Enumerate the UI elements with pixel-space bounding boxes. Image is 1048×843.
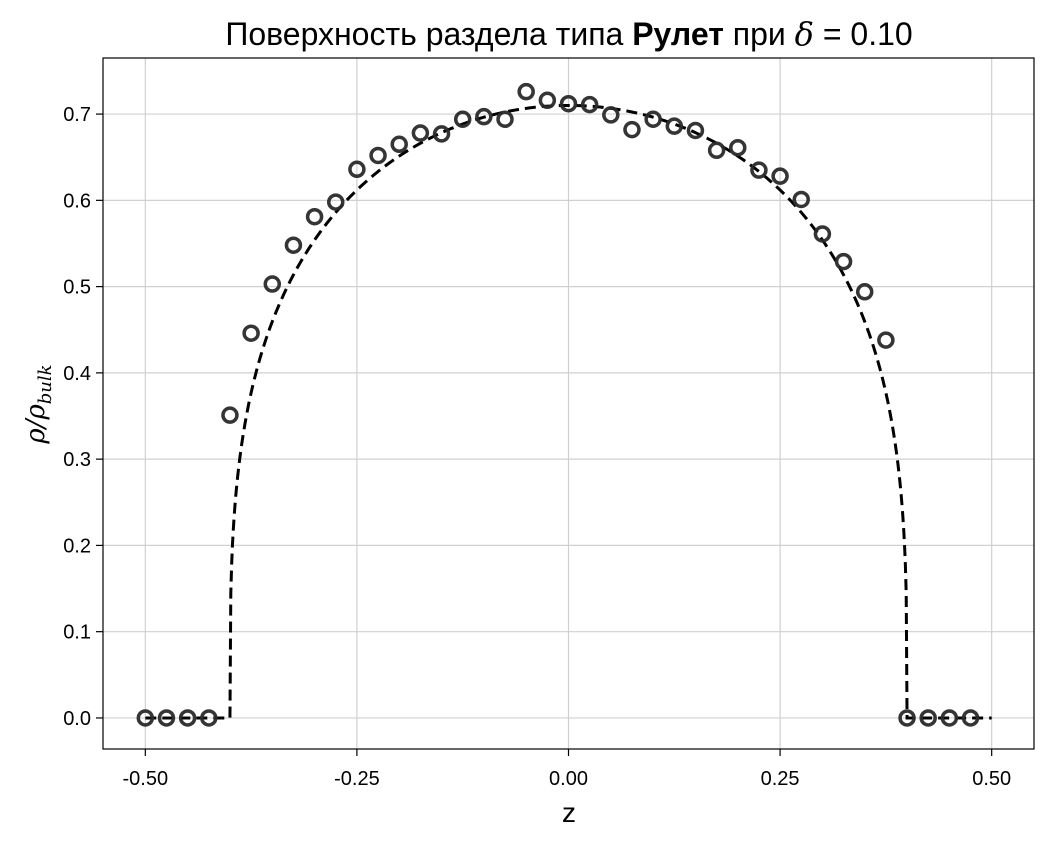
y-tick-label: 0.7 — [63, 104, 91, 126]
data-point — [263, 275, 282, 293]
data-point — [729, 138, 747, 157]
data-point — [750, 161, 768, 179]
data-point — [855, 283, 874, 301]
data-point — [221, 406, 239, 424]
model-curve — [145, 103, 992, 720]
data-point — [623, 120, 641, 139]
grid — [103, 58, 1034, 749]
data-point — [178, 709, 197, 727]
y-axis-label-sub: bulk — [35, 364, 56, 404]
data-point — [580, 95, 599, 114]
data-point — [919, 709, 937, 727]
data-point — [517, 82, 535, 101]
data-point — [157, 709, 176, 727]
title-bold: Рулет — [632, 16, 724, 52]
data-point — [771, 167, 789, 185]
y-ticks: 0.0 0.1 0.2 0.3 0.4 0.5 0.6 0.7 — [63, 104, 103, 730]
data-point — [644, 110, 662, 128]
data-point — [686, 121, 705, 140]
data-point — [792, 190, 810, 209]
data-point — [242, 324, 260, 342]
data-point — [813, 225, 832, 243]
x-ticks: -0.50 -0.25 0.00 0.25 0.50 — [123, 749, 1011, 790]
data-point — [665, 117, 684, 135]
y-axis-label-main: ρ/ρ — [21, 404, 51, 445]
data-point — [305, 207, 324, 226]
data-point — [327, 193, 345, 211]
title-prefix: Поверхность раздела типа — [225, 16, 632, 52]
chart-title: Поверхность раздела типа Рулет при δ = 0… — [225, 15, 912, 53]
x-tick-label: 0.00 — [549, 768, 588, 790]
data-point — [559, 94, 578, 113]
data-point — [602, 106, 620, 124]
data-point — [411, 124, 430, 142]
title-middle: при — [724, 16, 795, 52]
data-point — [961, 709, 980, 727]
data-point — [496, 110, 514, 128]
y-axis-label: ρ/ρbulk — [21, 364, 56, 444]
data-point — [432, 125, 451, 143]
data-point — [348, 160, 366, 179]
data-point — [538, 91, 557, 110]
y-tick-label: 0.3 — [63, 449, 91, 471]
y-tick-label: 0.2 — [63, 535, 91, 557]
data-point — [369, 146, 387, 165]
data-point — [475, 107, 493, 126]
y-tick-label: 0.6 — [63, 190, 91, 212]
title-symbol: δ — [795, 15, 814, 53]
data-point — [877, 331, 895, 349]
data-point — [136, 709, 155, 727]
y-tick-label: 0.0 — [63, 708, 91, 730]
title-suffix: = 0.10 — [814, 16, 913, 52]
data-point — [200, 709, 218, 727]
data-point — [707, 141, 726, 160]
data-point — [284, 236, 303, 254]
x-tick-label: 0.25 — [761, 768, 800, 790]
data-points-group — [136, 82, 980, 727]
data-point — [390, 135, 408, 154]
y-tick-label: 0.4 — [63, 363, 91, 385]
data-point — [834, 252, 853, 271]
x-tick-label: -0.50 — [123, 768, 169, 790]
model-curve-group — [145, 103, 992, 720]
x-axis-label: z — [562, 797, 576, 828]
y-tick-label: 0.5 — [63, 277, 91, 299]
data-point — [940, 709, 959, 727]
y-tick-label: 0.1 — [63, 622, 91, 644]
x-tick-label: -0.25 — [334, 768, 380, 790]
x-tick-label: 0.50 — [972, 768, 1011, 790]
data-point — [453, 110, 472, 128]
data-point — [898, 709, 916, 727]
